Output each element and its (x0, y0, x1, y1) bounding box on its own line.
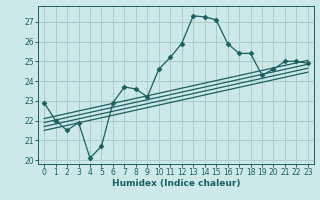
X-axis label: Humidex (Indice chaleur): Humidex (Indice chaleur) (112, 179, 240, 188)
